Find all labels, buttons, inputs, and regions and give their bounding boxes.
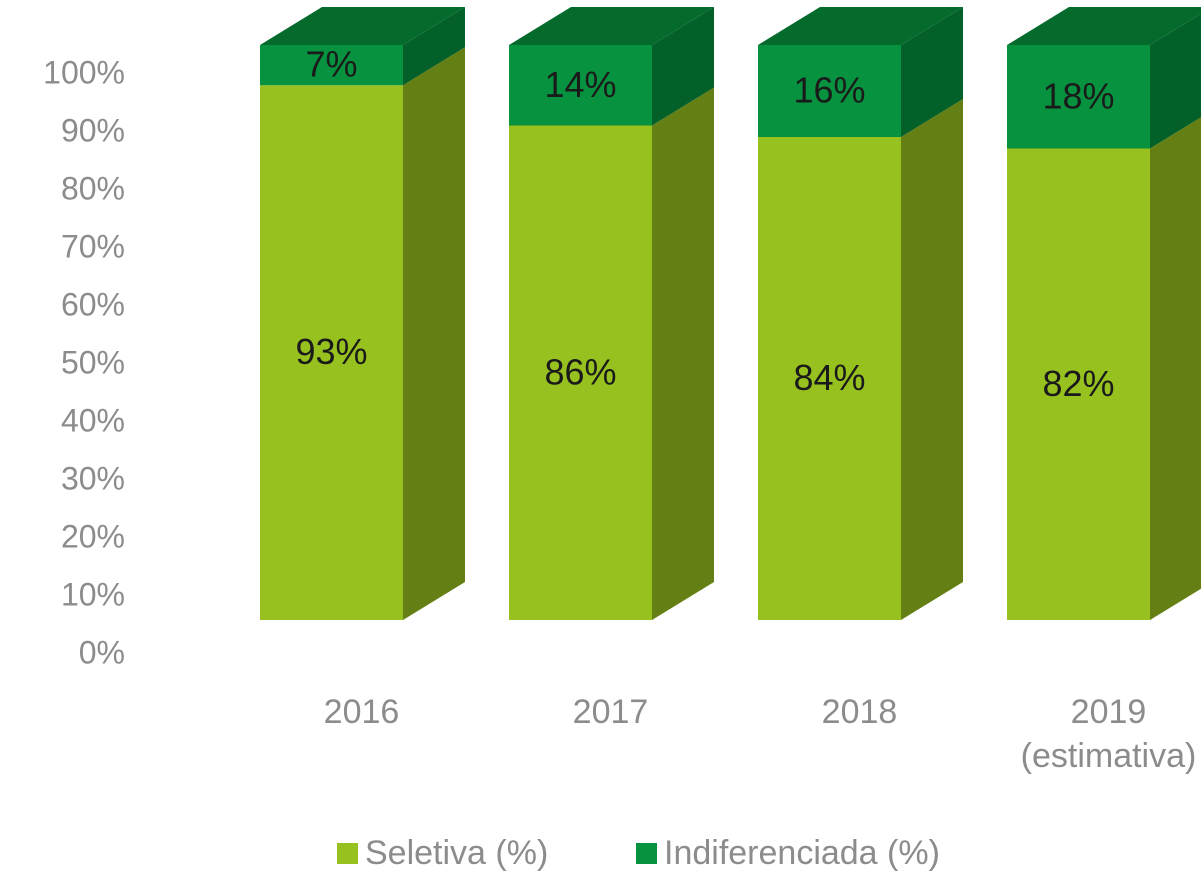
x-tick-label: 2018 [821, 693, 898, 731]
bar-side [1150, 13, 1201, 149]
bar-top [509, 7, 714, 45]
y-tick-label: 10% [61, 576, 125, 612]
data-label: 84% [793, 357, 865, 398]
bar-top [1007, 7, 1201, 45]
bar-segment [1007, 45, 1150, 149]
data-label: 16% [793, 70, 865, 111]
bar-side [901, 99, 963, 620]
bar-segment [509, 45, 652, 126]
x-tick-label: 2019 (estimativa) [1020, 693, 1197, 775]
bar-segment [509, 125, 652, 620]
y-tick-label: 80% [61, 170, 125, 206]
y-tick-label: 90% [61, 112, 125, 148]
bar-side [403, 7, 465, 86]
data-label: 14% [544, 64, 616, 105]
data-label: 82% [1042, 363, 1114, 404]
data-label: 86% [544, 351, 616, 392]
bar-top [758, 7, 963, 45]
x-tick-label: 2016 [323, 693, 400, 731]
legend-swatch [636, 843, 657, 864]
y-tick-label: 20% [61, 518, 125, 554]
bar-segment [260, 45, 403, 86]
y-tick-label: 100% [43, 54, 125, 90]
legend-label: Indiferenciada (%) [664, 834, 940, 872]
bar-segment [260, 85, 403, 620]
bar-top [260, 7, 465, 45]
y-tick-label: 30% [61, 460, 125, 496]
bar-side [652, 87, 714, 620]
data-label: 18% [1042, 75, 1114, 116]
bar-segment [758, 137, 901, 620]
data-label: 93% [295, 331, 367, 372]
y-tick-label: 0% [79, 634, 125, 670]
bar-side [1150, 117, 1201, 620]
legend-label: Seletiva (%) [365, 834, 548, 872]
data-label: 7% [305, 44, 357, 85]
y-tick-label: 70% [61, 228, 125, 264]
bar-segment [1007, 148, 1150, 620]
bar-side [403, 47, 465, 620]
y-tick-label: 40% [61, 402, 125, 438]
bar-side [652, 7, 714, 126]
bar-segment [758, 45, 901, 137]
y-tick-label: 50% [61, 344, 125, 380]
y-tick-label: 60% [61, 286, 125, 322]
bar-side [901, 7, 963, 137]
legend-swatch [337, 843, 358, 864]
x-tick-label: 2017 [572, 693, 649, 731]
